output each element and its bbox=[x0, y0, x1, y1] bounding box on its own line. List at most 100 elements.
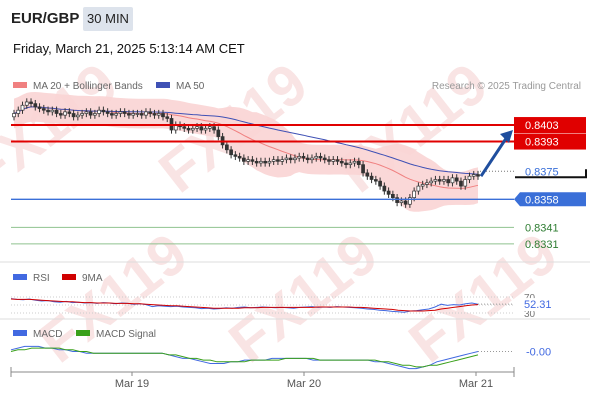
support-label-box bbox=[514, 192, 586, 207]
candle-body bbox=[271, 159, 276, 162]
legend-label: RSI bbox=[33, 273, 50, 284]
candle-body bbox=[165, 116, 170, 119]
candle-body bbox=[369, 175, 374, 180]
candle-body bbox=[88, 111, 93, 116]
candle-body bbox=[263, 161, 268, 164]
candle-body bbox=[190, 128, 195, 131]
candle-body bbox=[135, 113, 140, 115]
candle-body bbox=[237, 156, 242, 159]
candle-body bbox=[182, 126, 187, 129]
candle-body bbox=[16, 109, 21, 114]
candle-body bbox=[339, 161, 344, 164]
timeframe-badge[interactable]: 30 MIN bbox=[83, 7, 133, 31]
candle-body bbox=[67, 111, 72, 114]
candle-body bbox=[80, 113, 84, 116]
forecast-arrow bbox=[479, 136, 509, 178]
symbol-title: EUR/GBP bbox=[11, 10, 80, 27]
candle-body bbox=[37, 106, 42, 109]
candle-body bbox=[233, 154, 238, 157]
macd-signal-line bbox=[10, 347, 479, 368]
candle-body bbox=[41, 108, 46, 111]
candle-body bbox=[476, 174, 480, 177]
candle-body bbox=[20, 104, 25, 111]
candle-body bbox=[224, 144, 229, 151]
candle-body bbox=[76, 114, 80, 118]
candle-body bbox=[425, 182, 429, 185]
legend-swatch bbox=[62, 274, 76, 280]
candle-body bbox=[399, 200, 404, 203]
candle-body bbox=[331, 159, 336, 162]
candle-body bbox=[118, 111, 123, 114]
candle-body bbox=[391, 194, 395, 199]
candle-body bbox=[12, 113, 16, 118]
candle-body bbox=[212, 126, 216, 131]
rsi-ma-line bbox=[10, 298, 479, 312]
candle-body bbox=[139, 113, 144, 116]
ma50-line bbox=[13, 106, 479, 175]
macd-value-label: -0.00 bbox=[526, 347, 551, 359]
candle-body bbox=[288, 157, 293, 161]
candle-body bbox=[276, 159, 280, 162]
resistance-label: 0.8403 bbox=[525, 120, 559, 132]
rsi-level-label: 30 bbox=[524, 309, 536, 320]
candle-body bbox=[433, 179, 438, 182]
candle-body bbox=[110, 113, 114, 116]
legend-swatch bbox=[13, 330, 27, 336]
candle-body bbox=[327, 159, 331, 162]
candle-body bbox=[467, 175, 472, 180]
candle-body bbox=[373, 179, 378, 182]
candle-body bbox=[50, 109, 55, 113]
candle-body bbox=[267, 161, 272, 164]
candle-body bbox=[152, 113, 157, 116]
forecast-arrowhead bbox=[500, 130, 513, 143]
candle-body bbox=[450, 177, 455, 184]
legend-swatch bbox=[13, 82, 27, 88]
candle-body bbox=[144, 111, 148, 116]
bollinger-band bbox=[14, 92, 478, 212]
candle-body bbox=[322, 157, 327, 161]
candle-body bbox=[412, 190, 416, 199]
candle-body bbox=[84, 111, 89, 114]
last-price-label: 0.8375 bbox=[525, 166, 559, 178]
candle-body bbox=[33, 103, 38, 108]
candle-body bbox=[246, 159, 250, 162]
candle-body bbox=[459, 180, 463, 187]
resistance-label: 0.8393 bbox=[525, 137, 559, 149]
credit-text: Research © 2025 Trading Central bbox=[432, 81, 581, 92]
candle-body bbox=[97, 109, 101, 114]
watermark-text: FX119 bbox=[0, 51, 129, 205]
candles bbox=[12, 98, 480, 208]
candle-body bbox=[429, 180, 434, 184]
candle-body bbox=[71, 113, 76, 118]
macd-line bbox=[10, 345, 479, 370]
candle-body bbox=[454, 177, 459, 182]
target-label: 0.8341 bbox=[525, 222, 559, 234]
legend-swatch bbox=[13, 274, 27, 280]
candle-body bbox=[203, 128, 208, 131]
candle-body bbox=[93, 113, 97, 116]
candle-body bbox=[207, 126, 212, 129]
candle-body bbox=[199, 126, 204, 131]
candle-body bbox=[58, 113, 63, 116]
candle-body bbox=[361, 164, 365, 174]
candle-body bbox=[382, 185, 387, 192]
candle-body bbox=[114, 113, 119, 116]
candle-body bbox=[29, 101, 33, 104]
candle-body bbox=[442, 179, 446, 182]
candle-body bbox=[101, 109, 106, 113]
candle-body bbox=[408, 197, 412, 205]
candle-body bbox=[229, 149, 233, 156]
candle-body bbox=[416, 185, 421, 192]
candle-body bbox=[305, 157, 310, 161]
target-label: 0.8331 bbox=[525, 239, 559, 251]
candle-body bbox=[437, 179, 442, 182]
candle-body bbox=[186, 128, 191, 131]
candle-body bbox=[403, 200, 408, 205]
legend-label: MA 50 bbox=[176, 81, 205, 92]
candle-body bbox=[352, 161, 357, 164]
candle-body bbox=[471, 174, 476, 177]
candle-body bbox=[259, 161, 263, 164]
legend-label: MA 20 + Bollinger Bands bbox=[33, 81, 143, 92]
